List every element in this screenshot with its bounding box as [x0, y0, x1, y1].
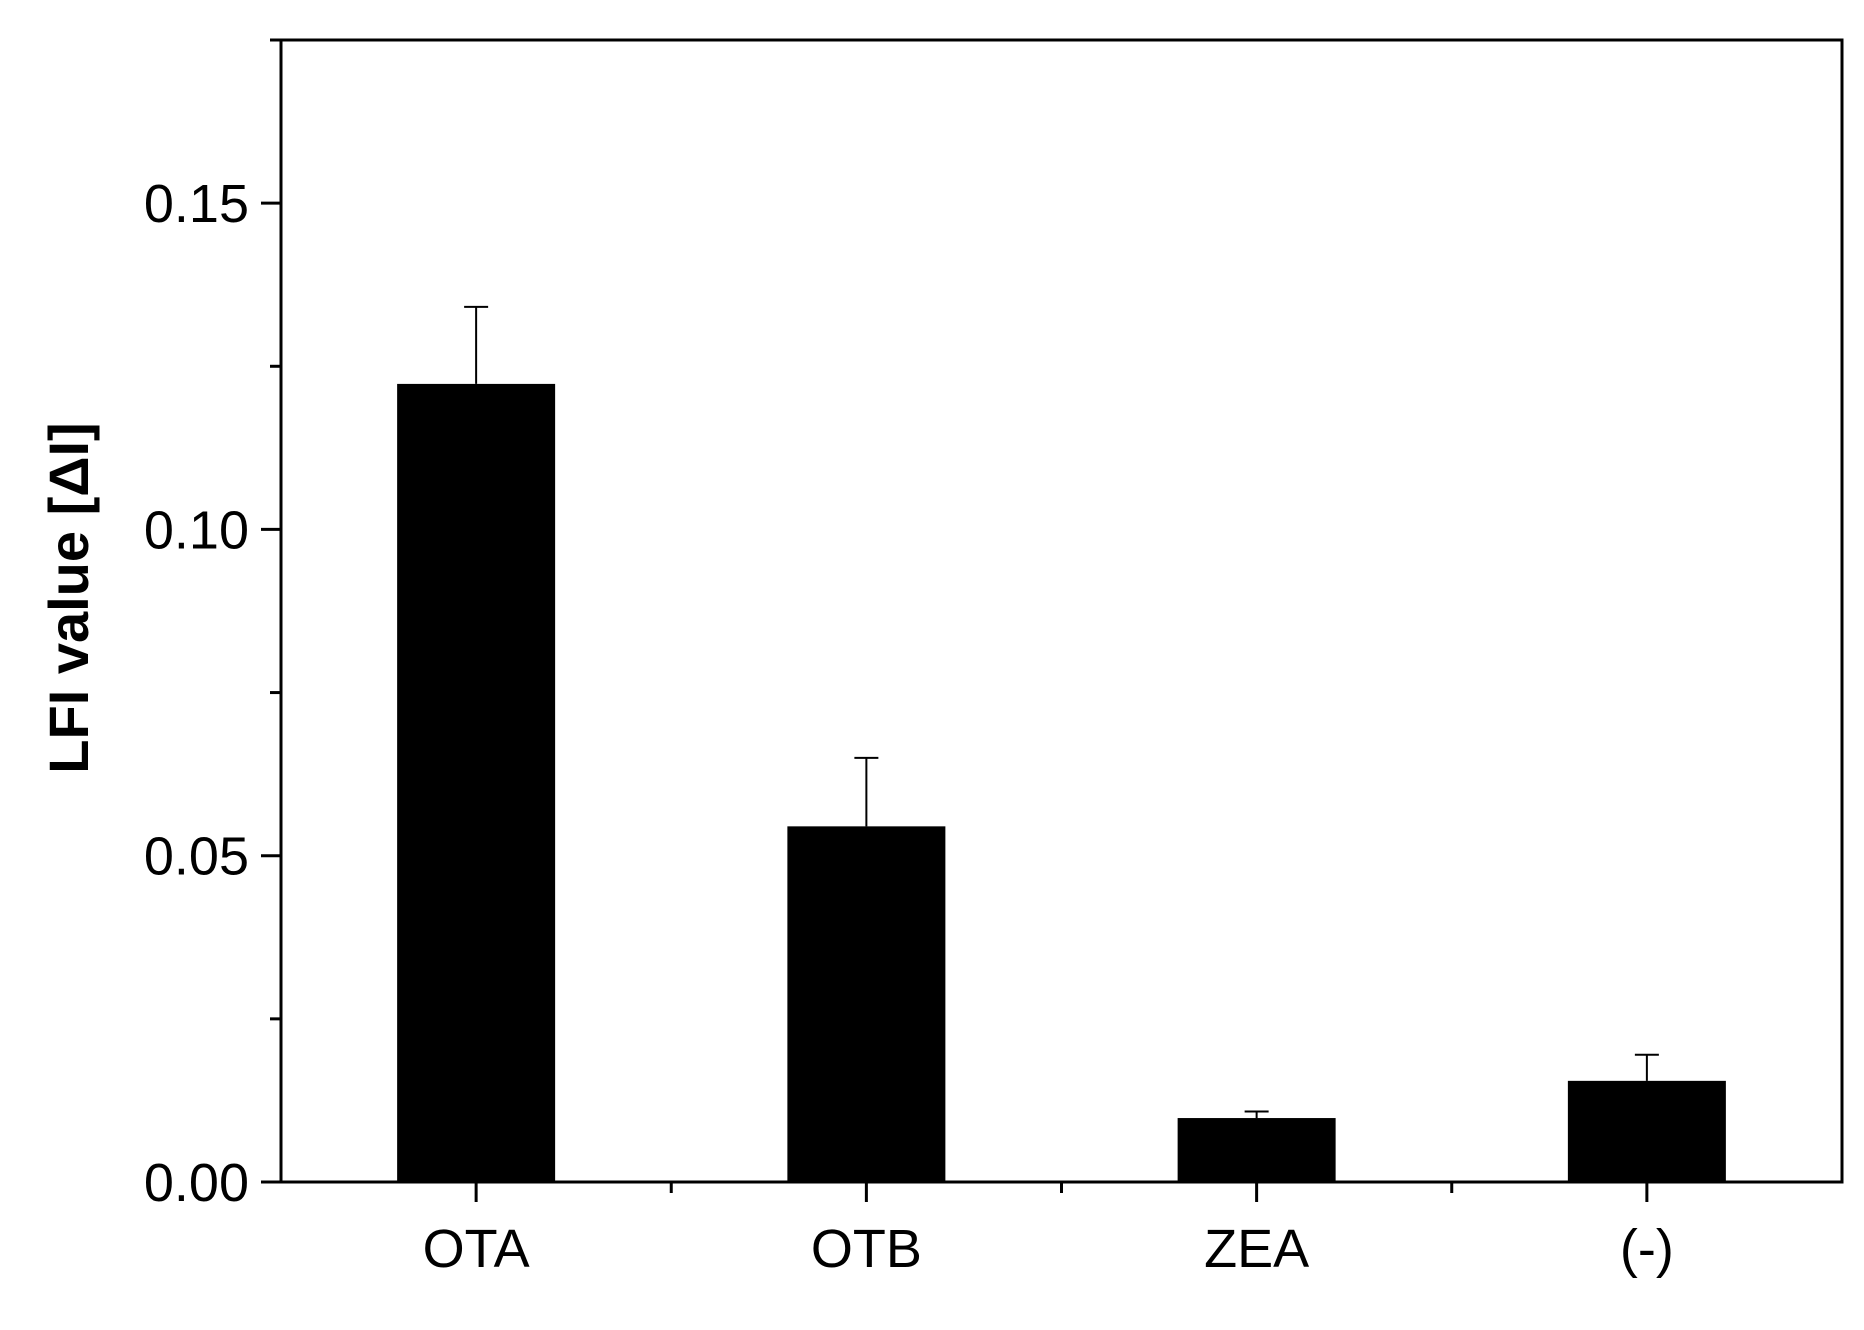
bar — [787, 826, 946, 1182]
x-axis-ticks — [474, 1182, 1649, 1202]
x-tick-label: OTB — [811, 1219, 922, 1279]
bar — [397, 383, 556, 1182]
y-tick-label: 0.10 — [144, 500, 249, 560]
error-bars — [464, 305, 1659, 1119]
x-tick-label: ZEA — [1204, 1219, 1309, 1279]
bars — [397, 383, 1726, 1182]
y-axis-ticks — [261, 38, 281, 1184]
y-tick-label: 0.00 — [144, 1153, 249, 1213]
bar — [1567, 1080, 1726, 1182]
labels: 0.00 0.05 0.10 0.15 OTA OTB ZEA (-) — [144, 174, 1674, 1279]
y-tick-label: 0.15 — [144, 174, 249, 234]
x-tick-label: (-) — [1620, 1219, 1674, 1279]
y-tick-label: 0.05 — [144, 827, 249, 887]
x-tick-label: OTA — [423, 1219, 530, 1279]
bar — [1177, 1118, 1336, 1182]
y-axis-title: LFI value [ΔI] — [37, 422, 100, 773]
